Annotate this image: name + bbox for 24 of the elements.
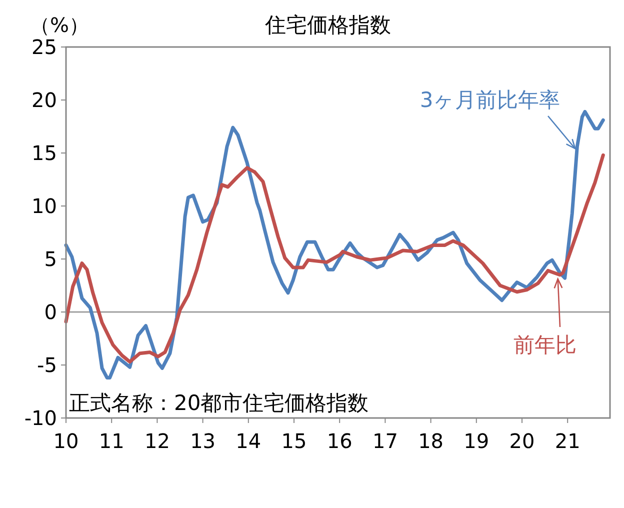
x-tick-label: 11: [98, 429, 124, 453]
annotation: 正式名称：20都市住宅価格指数: [69, 391, 369, 415]
series-label: 3ヶ月前比年率: [420, 88, 560, 112]
x-tick-label: 12: [144, 429, 170, 453]
x-tick-label: 21: [554, 429, 580, 453]
x-tick-label: 13: [190, 429, 216, 453]
chart-title: 住宅価格指数: [264, 13, 391, 37]
y-tick-label: 5: [44, 247, 57, 271]
y-tick-label: 15: [32, 141, 57, 165]
x-tick-label: 20: [509, 429, 535, 453]
y-tick-label: 10: [32, 194, 57, 218]
y-tick-label: 0: [44, 300, 57, 324]
legend-label: 前年比: [514, 333, 576, 357]
x-tick-label: 15: [281, 429, 307, 453]
y-tick-label: 20: [32, 88, 57, 112]
y-tick-label: -10: [24, 406, 57, 430]
x-tick-label: 16: [326, 429, 352, 453]
y-axis-title: （%）: [30, 13, 90, 37]
x-tick-label: 14: [236, 429, 262, 453]
x-tick-label: 19: [464, 429, 490, 453]
y-tick-label: 25: [32, 35, 57, 59]
x-tick-label: 18: [418, 429, 444, 453]
x-tick-label: 17: [372, 429, 398, 453]
y-tick-label: -5: [37, 353, 57, 377]
